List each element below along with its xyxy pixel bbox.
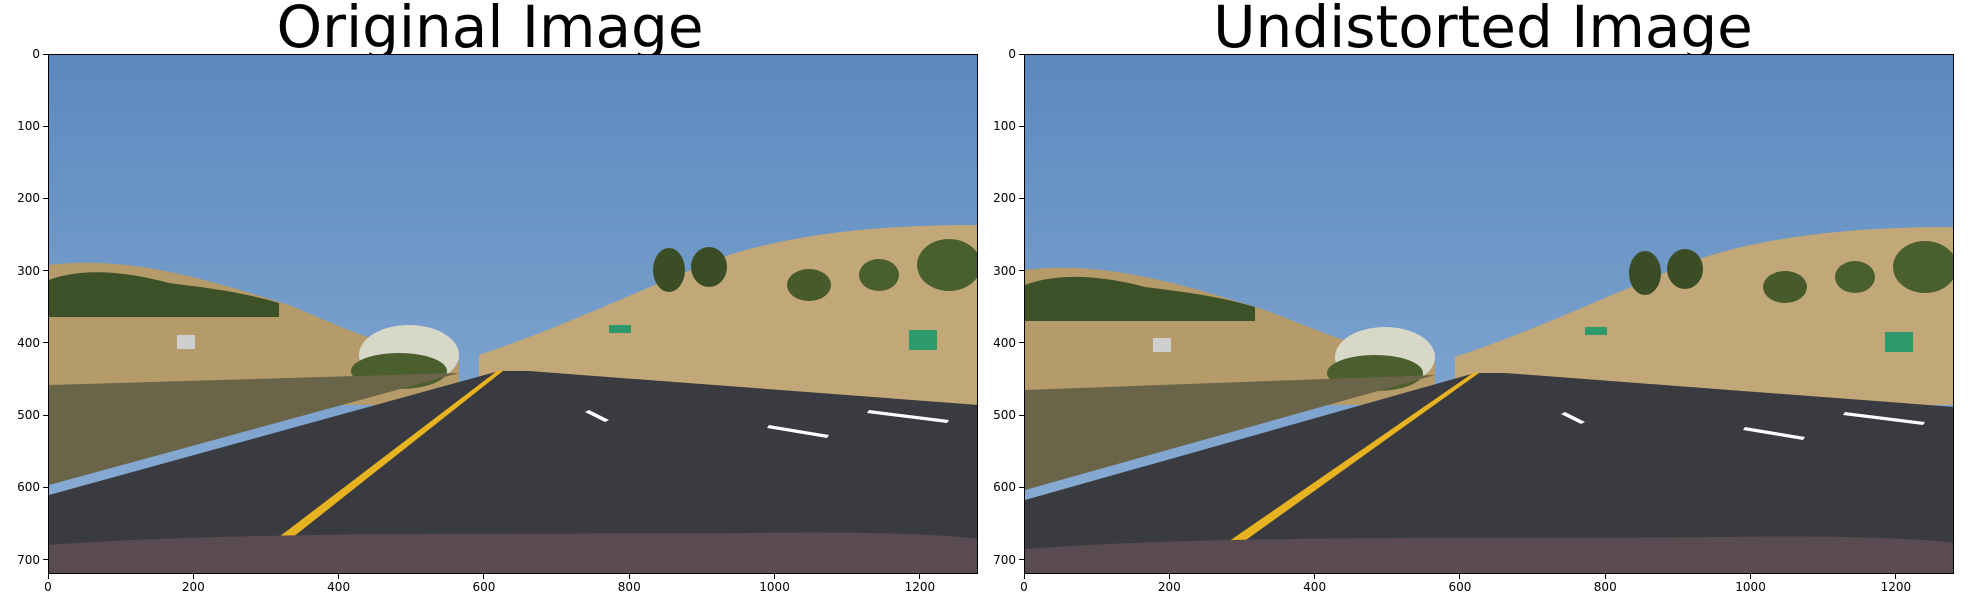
- x-tick-label: 1000: [759, 580, 790, 594]
- x-tick-mark: [1023, 574, 1025, 579]
- y-tick-mark: [43, 125, 48, 127]
- x-tick-label: 1200: [1880, 580, 1912, 594]
- x-tick-label: 400: [327, 580, 351, 594]
- y-tick-label: 600: [993, 480, 1016, 495]
- y-tick-mark: [1019, 559, 1024, 561]
- y-tick-label: 100: [993, 119, 1016, 134]
- road-photo-undistorted: [1024, 54, 1954, 574]
- x-tick-label: 200: [1157, 580, 1181, 594]
- panel-title: Original Image: [276, 0, 704, 61]
- y-tick-label: 300: [993, 263, 1016, 278]
- y-tick-mark: [43, 486, 48, 488]
- y-tick-label: 200: [993, 191, 1016, 206]
- y-tick-mark: [43, 559, 48, 561]
- x-tick-label: 1200: [904, 580, 936, 594]
- y-tick-mark: [1019, 125, 1024, 127]
- y-tick-mark: [1019, 270, 1024, 272]
- y-tick-label: 600: [17, 480, 40, 495]
- x-tick-label: 800: [1593, 580, 1617, 594]
- y-tick-label: 700: [993, 552, 1016, 567]
- x-tick-mark: [1750, 574, 1752, 579]
- x-tick-mark: [774, 574, 776, 579]
- y-tick-label: 100: [17, 119, 40, 134]
- y-tick-label: 200: [17, 191, 40, 206]
- x-tick-mark: [192, 574, 194, 579]
- x-tick-label: 0: [1020, 580, 1028, 594]
- axes-original: 0 200 400 600 800 1000 1200 0 100 200 300 400 500 60…: [17, 47, 978, 594]
- x-tick-mark: [483, 574, 485, 579]
- y-tick-mark: [1019, 486, 1024, 488]
- x-tick-mark: [1168, 574, 1170, 579]
- x-tick-label: 200: [181, 580, 205, 594]
- panel-undistorted: Undistorted Image: [980, 0, 1986, 614]
- y-tick-label: 500: [993, 408, 1016, 423]
- x-tick-label: 0: [44, 580, 52, 594]
- x-tick-label: 800: [617, 580, 641, 594]
- panel-title: Undistorted Image: [1213, 0, 1753, 61]
- y-tick-label: 400: [993, 335, 1016, 350]
- x-tick-label: 1000: [1735, 580, 1766, 594]
- y-tick-mark: [1019, 414, 1024, 416]
- x-tick-mark: [919, 574, 921, 579]
- y-tick-mark: [1019, 197, 1024, 199]
- y-tick-label: 500: [17, 408, 40, 423]
- x-tick-mark: [1314, 574, 1316, 579]
- y-tick-mark: [43, 197, 48, 199]
- y-tick-label: 400: [17, 335, 40, 350]
- y-tick-mark: [43, 414, 48, 416]
- road-photo-original: [48, 54, 978, 574]
- x-tick-label: 400: [1303, 580, 1327, 594]
- x-tick-mark: [1895, 574, 1897, 579]
- x-tick-mark: [47, 574, 49, 579]
- panel-original: Original Image: [0, 0, 980, 614]
- y-tick-mark: [43, 270, 48, 272]
- x-tick-mark: [1604, 574, 1606, 579]
- x-tick-mark: [1459, 574, 1461, 579]
- x-tick-label: 600: [1448, 580, 1472, 594]
- y-tick-label: 0: [1008, 47, 1016, 61]
- x-tick-label: 600: [472, 580, 496, 594]
- x-tick-mark: [338, 574, 340, 579]
- y-tick-label: 700: [17, 552, 40, 567]
- axes-undistorted: 0 200 400 600 800 1000 1200 0 100 200 300 400 500 60…: [993, 47, 1954, 594]
- y-tick-label: 300: [17, 263, 40, 278]
- y-tick-mark: [1019, 53, 1024, 55]
- y-tick-mark: [1019, 342, 1024, 344]
- y-tick-mark: [43, 342, 48, 344]
- y-tick-label: 0: [32, 47, 40, 61]
- x-tick-mark: [628, 574, 630, 579]
- y-tick-mark: [43, 53, 48, 55]
